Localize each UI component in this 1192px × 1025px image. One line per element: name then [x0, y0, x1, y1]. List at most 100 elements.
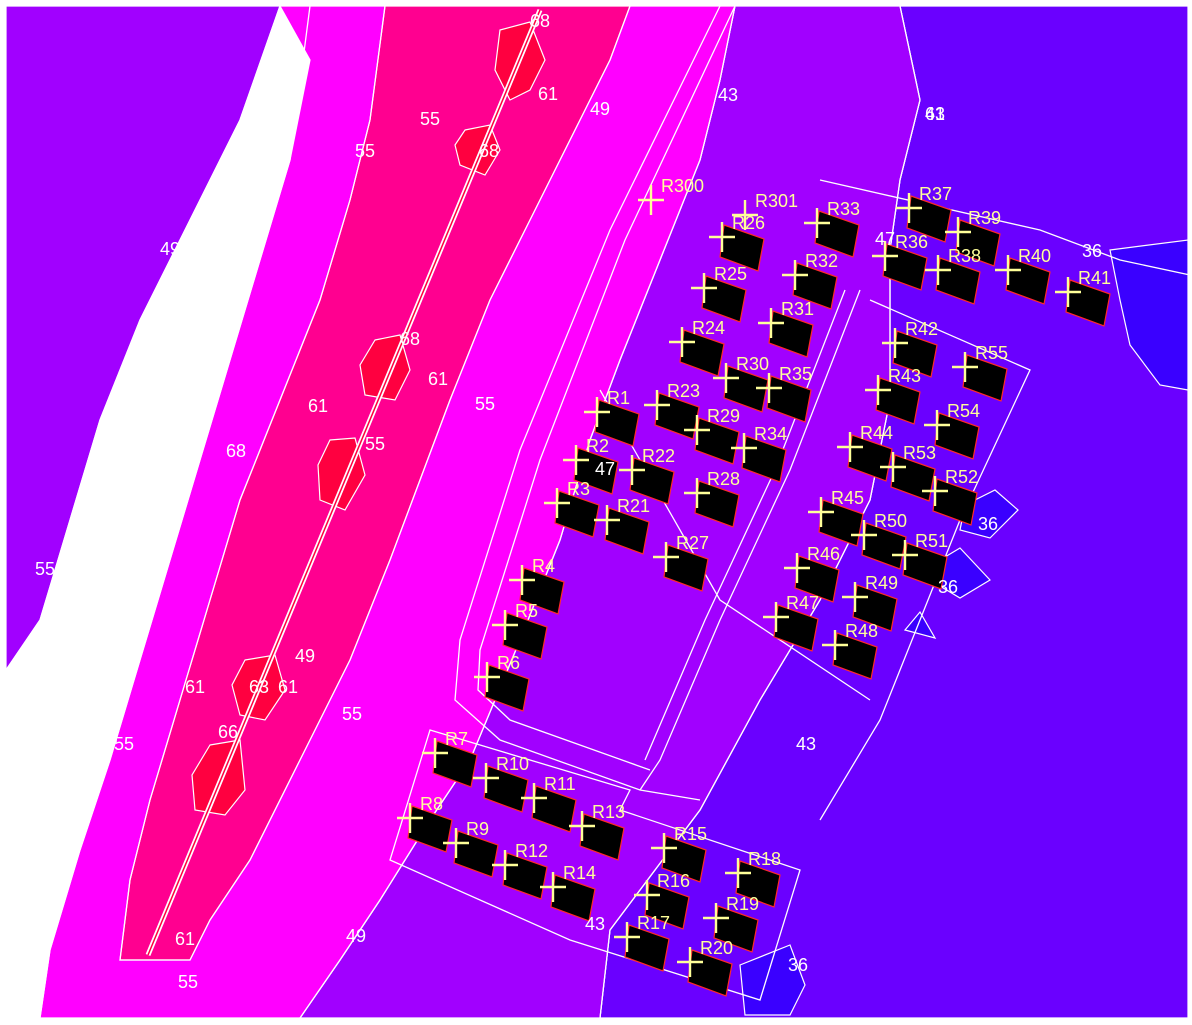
receptor-marker[interactable]: R7 — [422, 729, 468, 768]
receptor-marker[interactable]: R51 — [892, 531, 948, 570]
contour-label: 61 — [428, 369, 448, 389]
receptor-label: R41 — [1078, 268, 1111, 288]
receptor-marker[interactable]: R40 — [995, 246, 1051, 285]
receptor-label: R55 — [975, 343, 1008, 363]
receptor-marker[interactable]: R8 — [397, 794, 443, 833]
receptor-marker[interactable]: R41 — [1055, 268, 1111, 307]
receptor-marker[interactable]: R52 — [922, 467, 978, 506]
contour-label: 47 — [875, 229, 895, 249]
receptor-marker[interactable]: R17 — [614, 913, 670, 952]
receptor-marker[interactable]: R24 — [669, 318, 725, 357]
receptor-marker[interactable]: R38 — [925, 246, 981, 285]
receptor-marker[interactable]: R37 — [896, 184, 952, 223]
receptor-marker[interactable]: R46 — [784, 544, 840, 583]
receptor-marker[interactable]: R28 — [684, 469, 740, 508]
receptor-marker[interactable]: R6 — [474, 653, 520, 692]
receptor-label: R22 — [642, 446, 675, 466]
receptor-label: R1 — [607, 388, 630, 408]
receptor-marker[interactable]: R11 — [521, 774, 576, 813]
contour-label: 36 — [938, 577, 958, 597]
receptor-marker[interactable]: R2 — [563, 436, 609, 475]
receptor-marker[interactable]: R29 — [684, 406, 740, 445]
receptor-marker[interactable]: R35 — [756, 364, 812, 403]
receptor-label: R7 — [445, 729, 468, 749]
contour-label: 68 — [400, 329, 420, 349]
receptor-marker[interactable]: R16 — [634, 871, 690, 910]
receptor-marker[interactable]: R20 — [677, 938, 733, 977]
receptor-label: R37 — [919, 184, 952, 204]
receptor-marker[interactable]: R44 — [837, 423, 893, 462]
receptor-marker[interactable]: R54 — [924, 401, 980, 440]
receptor-marker[interactable]: R30 — [713, 354, 769, 393]
receptor-marker[interactable]: R15 — [651, 824, 707, 863]
receptor-marker[interactable]: R301 — [732, 191, 798, 230]
receptor-marker[interactable]: R4 — [509, 556, 555, 595]
contour-label: 36 — [788, 955, 808, 975]
receptor-marker[interactable]: R33 — [804, 199, 860, 238]
receptor-marker[interactable]: R26 — [709, 213, 765, 252]
receptor-label: R40 — [1018, 246, 1051, 266]
receptor-marker[interactable]: R27 — [653, 533, 709, 572]
receptor-marker[interactable]: R300 — [638, 176, 704, 215]
receptor-label: R14 — [563, 863, 596, 883]
receptor-marker[interactable]: R25 — [691, 264, 747, 303]
receptor-label: R6 — [497, 653, 520, 673]
receptor-marker[interactable]: R22 — [619, 446, 675, 485]
receptor-marker[interactable]: R5 — [492, 601, 538, 640]
receptor-marker[interactable]: R48 — [822, 621, 878, 660]
receptor-label: R24 — [692, 318, 725, 338]
receptor-marker[interactable]: R55 — [952, 343, 1008, 382]
receptor-marker[interactable]: R18 — [725, 849, 781, 888]
contour-lines — [5, 5, 1191, 1019]
contour-label: 61 — [185, 677, 205, 697]
receptor-marker[interactable]: R53 — [880, 443, 936, 482]
receptor-marker[interactable]: R32 — [782, 251, 838, 290]
receptor-marker[interactable]: R39 — [945, 208, 1001, 247]
receptor-label: R17 — [637, 913, 670, 933]
receptor-marker[interactable]: R43 — [865, 366, 921, 405]
contour-label: 68 — [226, 441, 246, 461]
contour-label: 49 — [295, 646, 315, 666]
receptor-marker[interactable]: R49 — [842, 573, 898, 612]
receptor-marker[interactable]: R12 — [492, 841, 548, 880]
road-edge — [639, 289, 861, 791]
receptor-marker[interactable]: R9 — [443, 819, 489, 858]
receptor-marker[interactable]: R36 — [872, 232, 928, 271]
receptor-marker[interactable]: R47 — [763, 593, 819, 632]
contour-line — [299, 5, 736, 1019]
receptor-label: R49 — [865, 573, 898, 593]
receptor-marker[interactable]: R13 — [569, 802, 625, 841]
receptor-marker[interactable]: R34 — [731, 424, 787, 463]
contour-label: 55 — [420, 109, 440, 129]
receptor-label: R51 — [915, 531, 948, 551]
receptor-marker[interactable]: R31 — [758, 299, 814, 338]
receptor-marker[interactable]: R50 — [851, 511, 907, 550]
receptor-label: R43 — [888, 366, 921, 386]
contour-label: 68 — [530, 11, 550, 31]
receptor-marker[interactable]: R1 — [584, 388, 630, 427]
receptor-label: R39 — [968, 208, 1001, 228]
receptor-label: R28 — [707, 469, 740, 489]
receptor-label: R36 — [895, 232, 928, 252]
receptor-label: R34 — [754, 424, 787, 444]
line-source-core — [147, 9, 541, 956]
receptor-marker[interactable]: R3 — [544, 479, 590, 518]
receptor-marker[interactable]: R23 — [644, 381, 700, 420]
contour-label: 36 — [978, 514, 998, 534]
contour-label: 55 — [114, 734, 134, 754]
receptor-marker[interactable]: R19 — [703, 894, 759, 933]
contour-label: 61 — [278, 677, 298, 697]
zone-36e — [903, 610, 937, 639]
receptor-label: R13 — [592, 802, 625, 822]
receptor-label: R50 — [874, 511, 907, 531]
road-edge — [644, 289, 846, 761]
receptor-label: R10 — [496, 754, 529, 774]
contour-label: 55 — [355, 141, 375, 161]
receptor-marker[interactable]: R10 — [473, 754, 529, 793]
receptor-marker[interactable]: R45 — [808, 488, 864, 527]
receptor-marker[interactable]: R42 — [882, 319, 938, 358]
receptor-marker[interactable]: R14 — [540, 863, 596, 902]
receptor-marker[interactable]: R21 — [594, 496, 650, 535]
receptor-label: R4 — [532, 556, 555, 576]
